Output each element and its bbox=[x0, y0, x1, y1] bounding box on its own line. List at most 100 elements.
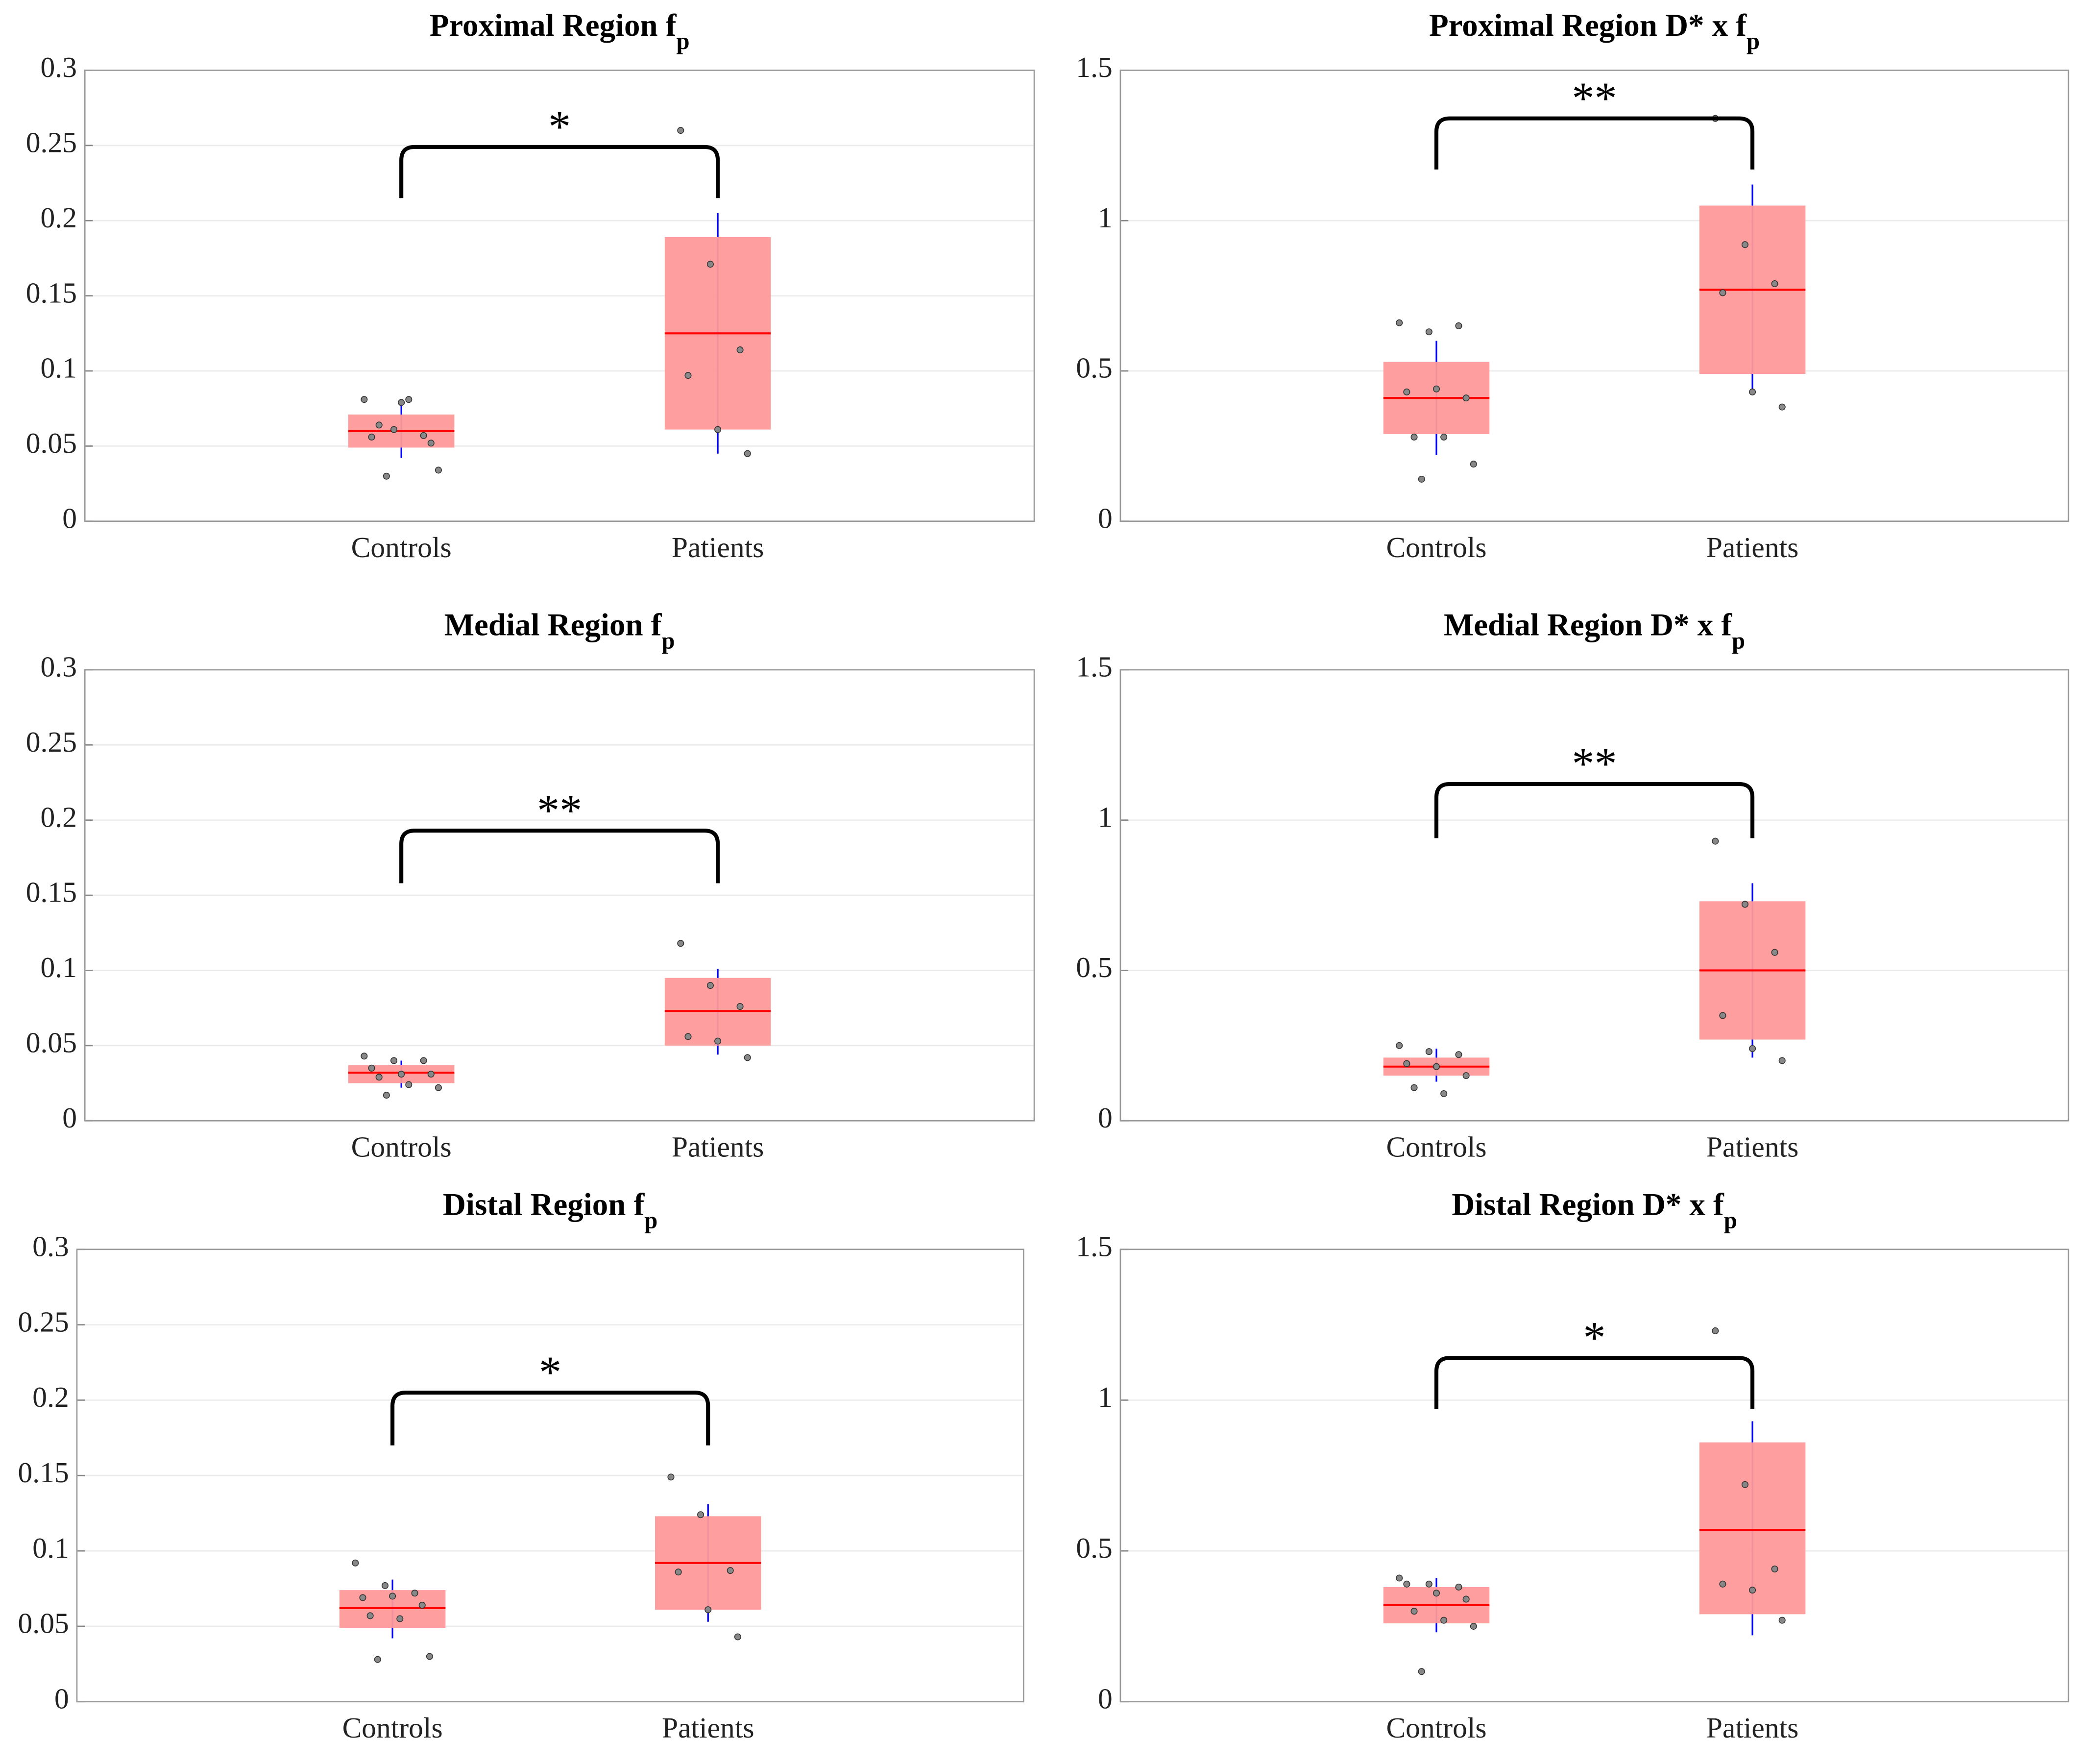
data-point bbox=[736, 1003, 744, 1010]
data-point bbox=[1462, 394, 1470, 402]
y-tick-label: 0.5 bbox=[1076, 352, 1112, 384]
significance-label: ** bbox=[1572, 73, 1617, 123]
data-point bbox=[389, 1592, 396, 1600]
data-point bbox=[1425, 328, 1432, 336]
title-subscript: p bbox=[661, 628, 675, 654]
x-tick-label: Controls bbox=[351, 531, 452, 564]
y-tick-label: 0.2 bbox=[41, 201, 77, 234]
y-tick-label: 1 bbox=[1098, 801, 1113, 833]
data-point bbox=[1719, 289, 1726, 296]
data-point bbox=[435, 466, 442, 474]
data-point bbox=[375, 1074, 383, 1081]
data-point bbox=[667, 1473, 675, 1481]
data-point bbox=[714, 1037, 722, 1045]
data-point bbox=[368, 433, 375, 441]
y-tick-label: 1.5 bbox=[1076, 1230, 1112, 1262]
data-point bbox=[1410, 1608, 1418, 1615]
data-point bbox=[1425, 1580, 1432, 1588]
data-point bbox=[405, 1081, 413, 1088]
significance-label: ** bbox=[537, 785, 582, 835]
data-point bbox=[1470, 461, 1477, 468]
y-tick-label: 0 bbox=[62, 1102, 77, 1134]
data-point bbox=[352, 1559, 359, 1567]
data-point bbox=[1712, 1327, 1719, 1334]
data-point bbox=[1749, 388, 1756, 395]
title-text: Medial Region D* x f bbox=[1444, 608, 1732, 643]
title-subscript: p bbox=[644, 1207, 657, 1233]
y-tick-label: 0.25 bbox=[26, 726, 77, 758]
data-point bbox=[677, 940, 684, 947]
x-tick-label: Controls bbox=[342, 1712, 443, 1744]
data-point bbox=[1455, 1583, 1462, 1591]
data-point bbox=[381, 1582, 388, 1589]
panel: 0 0.05 0.1 0.15 0.2 0.25 0.3 Medial Region fp Co… bbox=[26, 608, 1035, 1163]
data-point bbox=[361, 396, 368, 403]
significance-bracket bbox=[399, 829, 720, 883]
y-tick-label: 1.5 bbox=[1076, 651, 1112, 683]
data-point bbox=[677, 127, 684, 134]
chart-title: Distal Region D* x fp bbox=[1452, 1187, 1737, 1233]
y-tick-label: 0.3 bbox=[41, 651, 77, 683]
data-point bbox=[1432, 1063, 1440, 1070]
title-text: Distal Region D* x f bbox=[1452, 1187, 1724, 1222]
axes-frame bbox=[1119, 1249, 2069, 1703]
y-tick-label: 0.15 bbox=[18, 1456, 69, 1489]
axes-frame bbox=[76, 1249, 1024, 1703]
data-point bbox=[1719, 1012, 1726, 1019]
data-point bbox=[1440, 1617, 1448, 1624]
panel: 0 0.5 1 1.5 Proximal Region D* x fp Controls P… bbox=[1076, 8, 2069, 564]
significance-bracket bbox=[1434, 782, 1755, 838]
y-tick-label: 0.2 bbox=[32, 1381, 69, 1413]
panel: 0 0.5 1 1.5 Distal Region D* x fp Controls Pat… bbox=[1076, 1187, 2069, 1744]
data-point bbox=[1470, 1622, 1477, 1630]
y-tick-label: 0.15 bbox=[26, 876, 77, 908]
data-point bbox=[1749, 1045, 1756, 1053]
chart-title: Medial Region D* x fp bbox=[1444, 608, 1745, 654]
data-point bbox=[727, 1567, 734, 1574]
title-text: Proximal Region D* x f bbox=[1429, 8, 1747, 43]
x-tick-label: Patients bbox=[672, 531, 764, 564]
data-point bbox=[383, 472, 390, 480]
data-point bbox=[398, 1071, 405, 1078]
significance-bracket bbox=[1434, 1356, 1755, 1409]
data-point bbox=[1410, 433, 1418, 441]
y-tick-label: 0.1 bbox=[32, 1532, 69, 1564]
data-point bbox=[396, 1615, 404, 1622]
y-tick-label: 0 bbox=[54, 1682, 69, 1715]
y-tick-label: 0.05 bbox=[26, 1026, 77, 1058]
chart-title: Distal Region fp bbox=[443, 1187, 657, 1233]
data-point bbox=[420, 1057, 427, 1064]
x-tick-label: Patients bbox=[672, 1130, 764, 1163]
chart-title: Proximal Region fp bbox=[430, 8, 690, 54]
data-point bbox=[390, 1057, 398, 1064]
data-point bbox=[706, 261, 714, 268]
x-tick-label: Controls bbox=[1386, 1130, 1486, 1163]
y-tick-label: 0.5 bbox=[1076, 951, 1112, 983]
x-tick-label: Patients bbox=[1706, 531, 1799, 564]
y-tick-label: 0.15 bbox=[26, 276, 77, 309]
data-point bbox=[405, 396, 413, 403]
data-point bbox=[1741, 241, 1748, 248]
data-point bbox=[418, 1601, 426, 1609]
data-point bbox=[684, 1033, 692, 1040]
data-point bbox=[390, 426, 398, 433]
significance-label: * bbox=[548, 101, 571, 151]
data-point bbox=[1403, 388, 1410, 395]
panel: 0 0.05 0.1 0.15 0.2 0.25 0.3 Proximal Region fp… bbox=[26, 8, 1035, 564]
y-tick-label: 0 bbox=[1098, 502, 1113, 534]
x-tick-label: Patients bbox=[1706, 1712, 1799, 1744]
significance-label: * bbox=[1583, 1312, 1606, 1362]
data-point bbox=[734, 1633, 741, 1641]
data-point bbox=[1432, 1590, 1440, 1597]
data-point bbox=[427, 1071, 435, 1078]
panel: 0 0.05 0.1 0.15 0.2 0.25 0.3 Distal Region fp Co… bbox=[18, 1187, 1024, 1744]
data-point bbox=[1462, 1072, 1470, 1079]
title-subscript: p bbox=[676, 28, 689, 54]
data-point bbox=[1396, 319, 1403, 326]
data-point bbox=[366, 1612, 374, 1619]
y-tick-label: 0.25 bbox=[26, 126, 77, 158]
data-point bbox=[1403, 1580, 1410, 1588]
x-tick-label: Patients bbox=[1706, 1130, 1799, 1163]
data-point bbox=[435, 1084, 442, 1091]
